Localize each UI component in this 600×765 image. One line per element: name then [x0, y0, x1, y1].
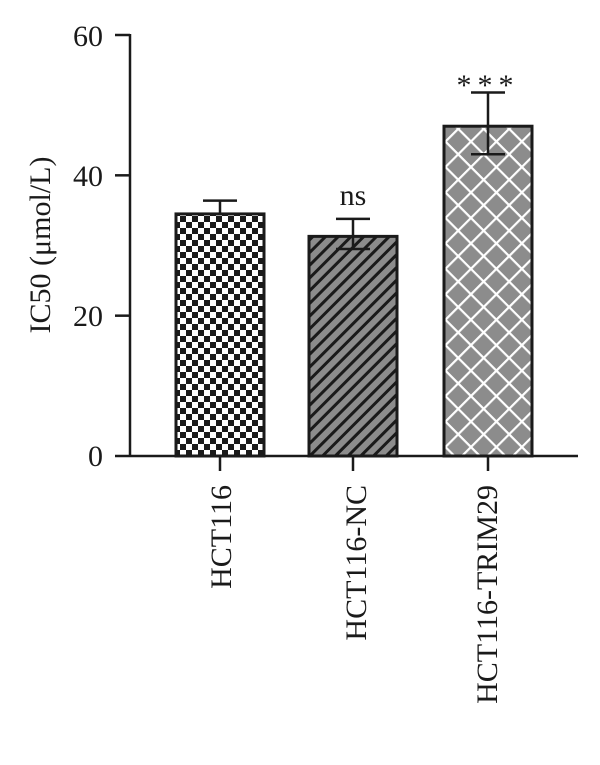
- y-tick-label: 60: [73, 20, 103, 53]
- x-category-label: HCT116-TRIM29: [471, 485, 504, 704]
- y-axis-title: IC50 (μmol/L): [24, 157, 57, 334]
- significance-label: ns: [340, 179, 367, 212]
- bar: [307, 234, 399, 458]
- bar: [174, 212, 266, 458]
- y-tick-label: 0: [88, 440, 103, 473]
- y-tick-label: 20: [73, 300, 103, 333]
- significance-label: ***: [457, 69, 520, 102]
- y-tick-label: 40: [73, 160, 103, 193]
- bar: [442, 124, 534, 458]
- x-category-label: HCT116-NC: [340, 485, 373, 641]
- x-category-label: HCT116: [205, 485, 238, 589]
